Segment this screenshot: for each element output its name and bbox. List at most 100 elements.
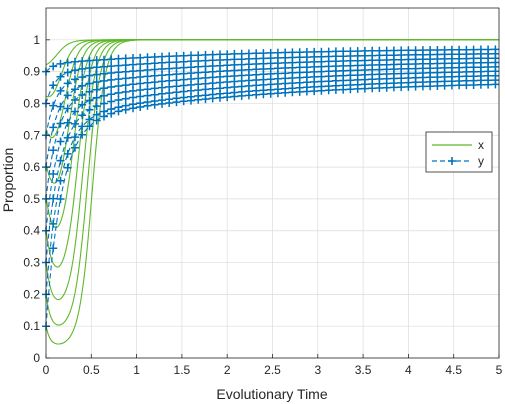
y-series-marker <box>216 50 224 59</box>
y-series-marker <box>353 47 362 56</box>
y-series-marker <box>418 46 427 55</box>
y-series-marker <box>78 111 87 120</box>
y-series-marker <box>288 48 297 57</box>
legend-y-marker <box>448 157 456 165</box>
y-tick-label: 0.1 <box>23 319 40 333</box>
y-series-marker <box>49 219 58 228</box>
y-series-marker <box>100 62 108 71</box>
y-series-marker <box>121 81 130 90</box>
y-series-marker <box>71 133 79 142</box>
y-series-marker <box>56 195 65 203</box>
y-series-marker <box>447 45 456 54</box>
y-tick-label: 0.5 <box>23 192 40 206</box>
y-series-marker <box>223 50 232 59</box>
y-series-marker <box>455 45 464 54</box>
x-tick-label: 5 <box>496 363 503 377</box>
y-series-marker <box>230 49 239 58</box>
y-series-marker <box>63 133 72 142</box>
y-series-marker <box>346 47 355 56</box>
y-series-marker <box>114 88 123 97</box>
y-series-marker <box>121 94 130 103</box>
y-series-marker <box>114 54 123 63</box>
y-series-marker <box>71 107 79 116</box>
x-tick-label: 0 <box>43 363 50 377</box>
y-series-marker <box>484 45 493 54</box>
y-series-marker <box>71 96 79 104</box>
y-series-marker <box>426 46 435 54</box>
y-series-marker <box>78 100 87 109</box>
y-series-marker <box>404 46 413 55</box>
x-series-curves <box>45 39 499 345</box>
y-series-marker <box>63 68 72 77</box>
x-tick-label: 1 <box>133 363 140 377</box>
y-series-marker <box>411 46 420 55</box>
y-series-marker <box>78 130 87 139</box>
y-series-marker <box>85 79 94 88</box>
y-series-marker <box>375 46 384 55</box>
y-series-marker <box>368 46 377 55</box>
y-series-marker <box>78 91 87 99</box>
y-tick-label: 0.9 <box>23 65 40 79</box>
y-series-marker <box>85 96 94 105</box>
y-series-marker <box>71 75 79 84</box>
x-tick-label: 2.5 <box>264 363 281 377</box>
x-tick-label: 2 <box>224 363 231 377</box>
x-tick-label: 1.5 <box>174 363 191 377</box>
y-series-marker <box>317 47 326 56</box>
y-series-marker <box>92 93 101 102</box>
y-series-marker <box>259 49 268 58</box>
y-series-marker <box>56 59 65 68</box>
x-axis-title: Evolutionary Time <box>216 386 327 402</box>
y-series-marker <box>360 46 369 55</box>
y-series-marker <box>71 57 79 66</box>
y-series-marker <box>187 51 195 60</box>
y-series-marker <box>78 81 87 90</box>
y-series-marker <box>382 46 391 55</box>
y-tick-label: 0.2 <box>23 287 40 301</box>
y-series-marker <box>92 70 101 79</box>
y-series-marker <box>85 64 94 72</box>
y-series-marker <box>281 48 290 57</box>
y-series-marker <box>63 79 72 88</box>
legend-box <box>425 131 493 173</box>
y-series-marker <box>63 149 72 158</box>
x-tick-label: 3.5 <box>355 363 372 377</box>
y-series-marker <box>440 45 449 54</box>
y-series-marker <box>56 156 65 165</box>
y-series-marker <box>49 81 58 90</box>
legend-y-label: y <box>478 154 484 168</box>
y-series-marker <box>100 76 108 85</box>
y-series-marker <box>310 47 319 56</box>
y-series-marker <box>100 84 108 93</box>
y-series-marker <box>469 45 478 54</box>
legend-plus-marker <box>448 157 456 165</box>
y-series-marker <box>49 146 58 155</box>
y-series-marker <box>114 103 123 112</box>
y-series-marker <box>491 45 500 54</box>
y-series-marker <box>71 143 79 152</box>
y-series-marker <box>302 48 311 56</box>
y-series-marker <box>85 122 94 131</box>
x-series-line <box>45 39 499 66</box>
y-series-marker <box>158 52 166 61</box>
y-series-marker <box>92 85 101 94</box>
y-series-marker <box>78 57 87 66</box>
y-series-marker <box>244 49 253 58</box>
y-series-marker <box>78 64 87 73</box>
y-series-marker <box>85 71 94 80</box>
y-series-marker <box>121 61 130 70</box>
y-series-marker <box>85 105 94 114</box>
y-series-marker <box>63 163 72 172</box>
y-series-marker <box>100 107 108 116</box>
y-series-marker <box>114 82 123 90</box>
y-series-marker <box>172 52 181 60</box>
y-series-marker <box>107 69 116 77</box>
y-series-marker <box>266 48 275 57</box>
y-series-marker <box>56 176 65 185</box>
y-series-marker <box>201 50 210 59</box>
y-series-marker <box>107 55 116 64</box>
y-series-marker <box>78 73 87 82</box>
y-series-marker <box>92 56 101 65</box>
y-series-marker <box>92 78 101 86</box>
